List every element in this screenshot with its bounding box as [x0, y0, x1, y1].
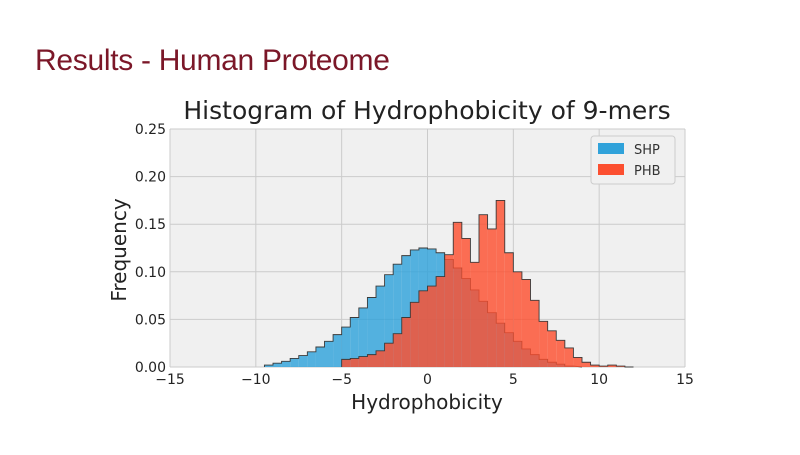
- histogram-bin: [599, 366, 608, 367]
- histogram-bin: [264, 365, 273, 367]
- histogram-bin: [350, 317, 359, 367]
- y-tick-label: 0.10: [135, 265, 166, 281]
- histogram-bin: [436, 276, 445, 367]
- histogram-bin: [487, 228, 497, 367]
- histogram-bin: [376, 286, 385, 367]
- histogram-bin: [393, 264, 402, 367]
- histogram-bin: [530, 300, 540, 367]
- chart-title: Histogram of Hydrophobicity of 9-mers: [183, 96, 670, 125]
- histogram-bin: [504, 252, 514, 367]
- histogram-bin: [410, 302, 419, 367]
- slide-title: Results - Human Proteome: [35, 44, 390, 77]
- histogram-bin: [539, 321, 548, 367]
- y-tick-label: 0.00: [135, 360, 166, 376]
- histogram-bin: [341, 327, 351, 367]
- histogram-bars: [263, 199, 634, 368]
- y-tick-label: 0.25: [135, 122, 166, 138]
- histogram-bin: [564, 347, 574, 367]
- y-tick-label: 0.20: [135, 170, 166, 186]
- histogram-bin: [384, 274, 394, 367]
- x-axis-label: Hydrophobicity: [351, 390, 503, 414]
- legend-swatch-shp: [598, 143, 624, 154]
- histogram-bin: [367, 354, 376, 367]
- histogram-bin: [513, 271, 522, 367]
- histogram-bin: [401, 317, 411, 367]
- histogram-bin: [307, 351, 316, 367]
- histogram-bin: [607, 365, 617, 367]
- histogram-bin: [573, 357, 582, 367]
- histogram-bin: [333, 334, 342, 367]
- histogram-bin: [461, 238, 471, 367]
- histogram-bin: [521, 279, 531, 367]
- histogram-bin: [358, 356, 368, 367]
- legend: SHP PHB: [590, 135, 676, 185]
- histogram-bin: [444, 254, 454, 367]
- histogram-bin: [281, 361, 291, 367]
- histogram-bin: [298, 355, 308, 367]
- x-tick-label: 0: [423, 372, 432, 388]
- x-tick-label: −15: [155, 372, 185, 388]
- histogram-bin: [496, 200, 505, 367]
- histogram-bin: [290, 358, 299, 367]
- histogram-bin: [616, 366, 625, 367]
- x-tick-label: 15: [676, 372, 694, 388]
- axis-ticks: −15 −10 −5 0 5 10 15 0.00 0.05 0.10 0.15 0.20 0.25: [135, 122, 694, 388]
- y-tick-label: 0.05: [135, 312, 166, 328]
- y-tick-label: 0.15: [135, 217, 166, 233]
- series-phb: [341, 199, 634, 368]
- histogram-bin: [479, 214, 488, 367]
- histogram-bin: [547, 330, 557, 367]
- x-tick-label: 10: [590, 372, 608, 388]
- legend-label-phb: PHB: [634, 164, 661, 179]
- histogram-bin: [418, 290, 428, 367]
- x-tick-label: −5: [331, 372, 352, 388]
- histogram-bin: [341, 359, 351, 367]
- histogram-bin: [358, 307, 368, 367]
- histogram-bin: [582, 362, 591, 367]
- histogram-outline: [341, 199, 634, 368]
- histogram-bin: [556, 340, 565, 367]
- histogram-bin: [590, 365, 600, 367]
- x-tick-label: −10: [241, 372, 271, 388]
- histogram-bin: [427, 286, 437, 367]
- histogram-bin: [376, 350, 385, 367]
- histogram-bin: [384, 343, 394, 367]
- histogram-bin: [350, 358, 359, 367]
- histogram-bin: [393, 333, 402, 367]
- histogram-bin: [367, 297, 376, 367]
- legend-swatch-phb: [598, 164, 624, 175]
- legend-label-shp: SHP: [634, 143, 660, 158]
- histogram-bin: [273, 363, 282, 367]
- x-tick-label: 5: [509, 372, 518, 388]
- histogram-bin: [401, 255, 411, 367]
- histogram-bin: [470, 262, 479, 367]
- y-axis-label: Frequency: [107, 198, 131, 301]
- histogram-bin: [453, 222, 462, 367]
- histogram-bin: [324, 341, 334, 367]
- histogram-bin: [315, 347, 325, 367]
